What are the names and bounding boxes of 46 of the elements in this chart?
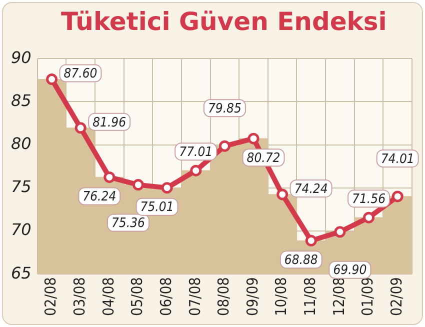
point (161, 182, 173, 194)
x-tick-label: 08/08 (214, 277, 233, 316)
data-label: 68.88 (284, 253, 318, 268)
point (132, 179, 144, 191)
point (363, 212, 375, 224)
x-tick-label: 03/08 (70, 277, 88, 316)
y-tick-label: 90 (11, 48, 32, 67)
point (392, 190, 404, 202)
data-label: 81.96 (92, 115, 126, 130)
point (74, 122, 86, 134)
data-label: 80.72 (246, 150, 280, 166)
data-label: 71.56 (352, 192, 386, 207)
x-tick-label: 11/08 (301, 277, 320, 316)
x-tick-label: 06/08 (156, 277, 175, 316)
data-label: 87.60 (64, 66, 98, 82)
data-label: 75.01 (140, 200, 174, 216)
y-tick-label: 80 (11, 134, 32, 153)
y-tick-label: 85 (11, 90, 32, 110)
data-label: 74.01 (380, 152, 414, 167)
x-tick-label: 01/09 (358, 277, 377, 316)
y-tick-label: 70 (11, 220, 32, 240)
point (104, 171, 116, 183)
point (46, 74, 58, 86)
x-tick-label: 05/08 (128, 277, 146, 316)
chart-title: Tüketici Güven Endeksi (61, 7, 387, 36)
point (190, 164, 202, 176)
x-tick-label: 12/08 (330, 277, 348, 316)
x-tick-label: 04/08 (99, 277, 118, 316)
x-tick-label: 02/09 (387, 277, 406, 316)
data-label: 79.85 (208, 101, 242, 116)
data-label: 74.24 (294, 182, 328, 197)
data-label: 69.90 (333, 263, 367, 278)
data-label: 76.24 (82, 190, 116, 205)
point (305, 234, 317, 246)
point (276, 188, 288, 200)
x-tick-label: 10/08 (272, 277, 290, 316)
data-label: 77.01 (179, 144, 213, 160)
x-tick-label: 02/08 (42, 277, 60, 316)
point (334, 226, 346, 238)
y-tick-label: 65 (11, 263, 32, 282)
data-label: 75.36 (111, 216, 145, 232)
x-tick-label: 09/09 (243, 277, 262, 316)
point (218, 140, 230, 152)
x-tick-label: 07/08 (186, 277, 204, 316)
point (248, 132, 260, 144)
y-tick-label: 75 (11, 177, 32, 196)
